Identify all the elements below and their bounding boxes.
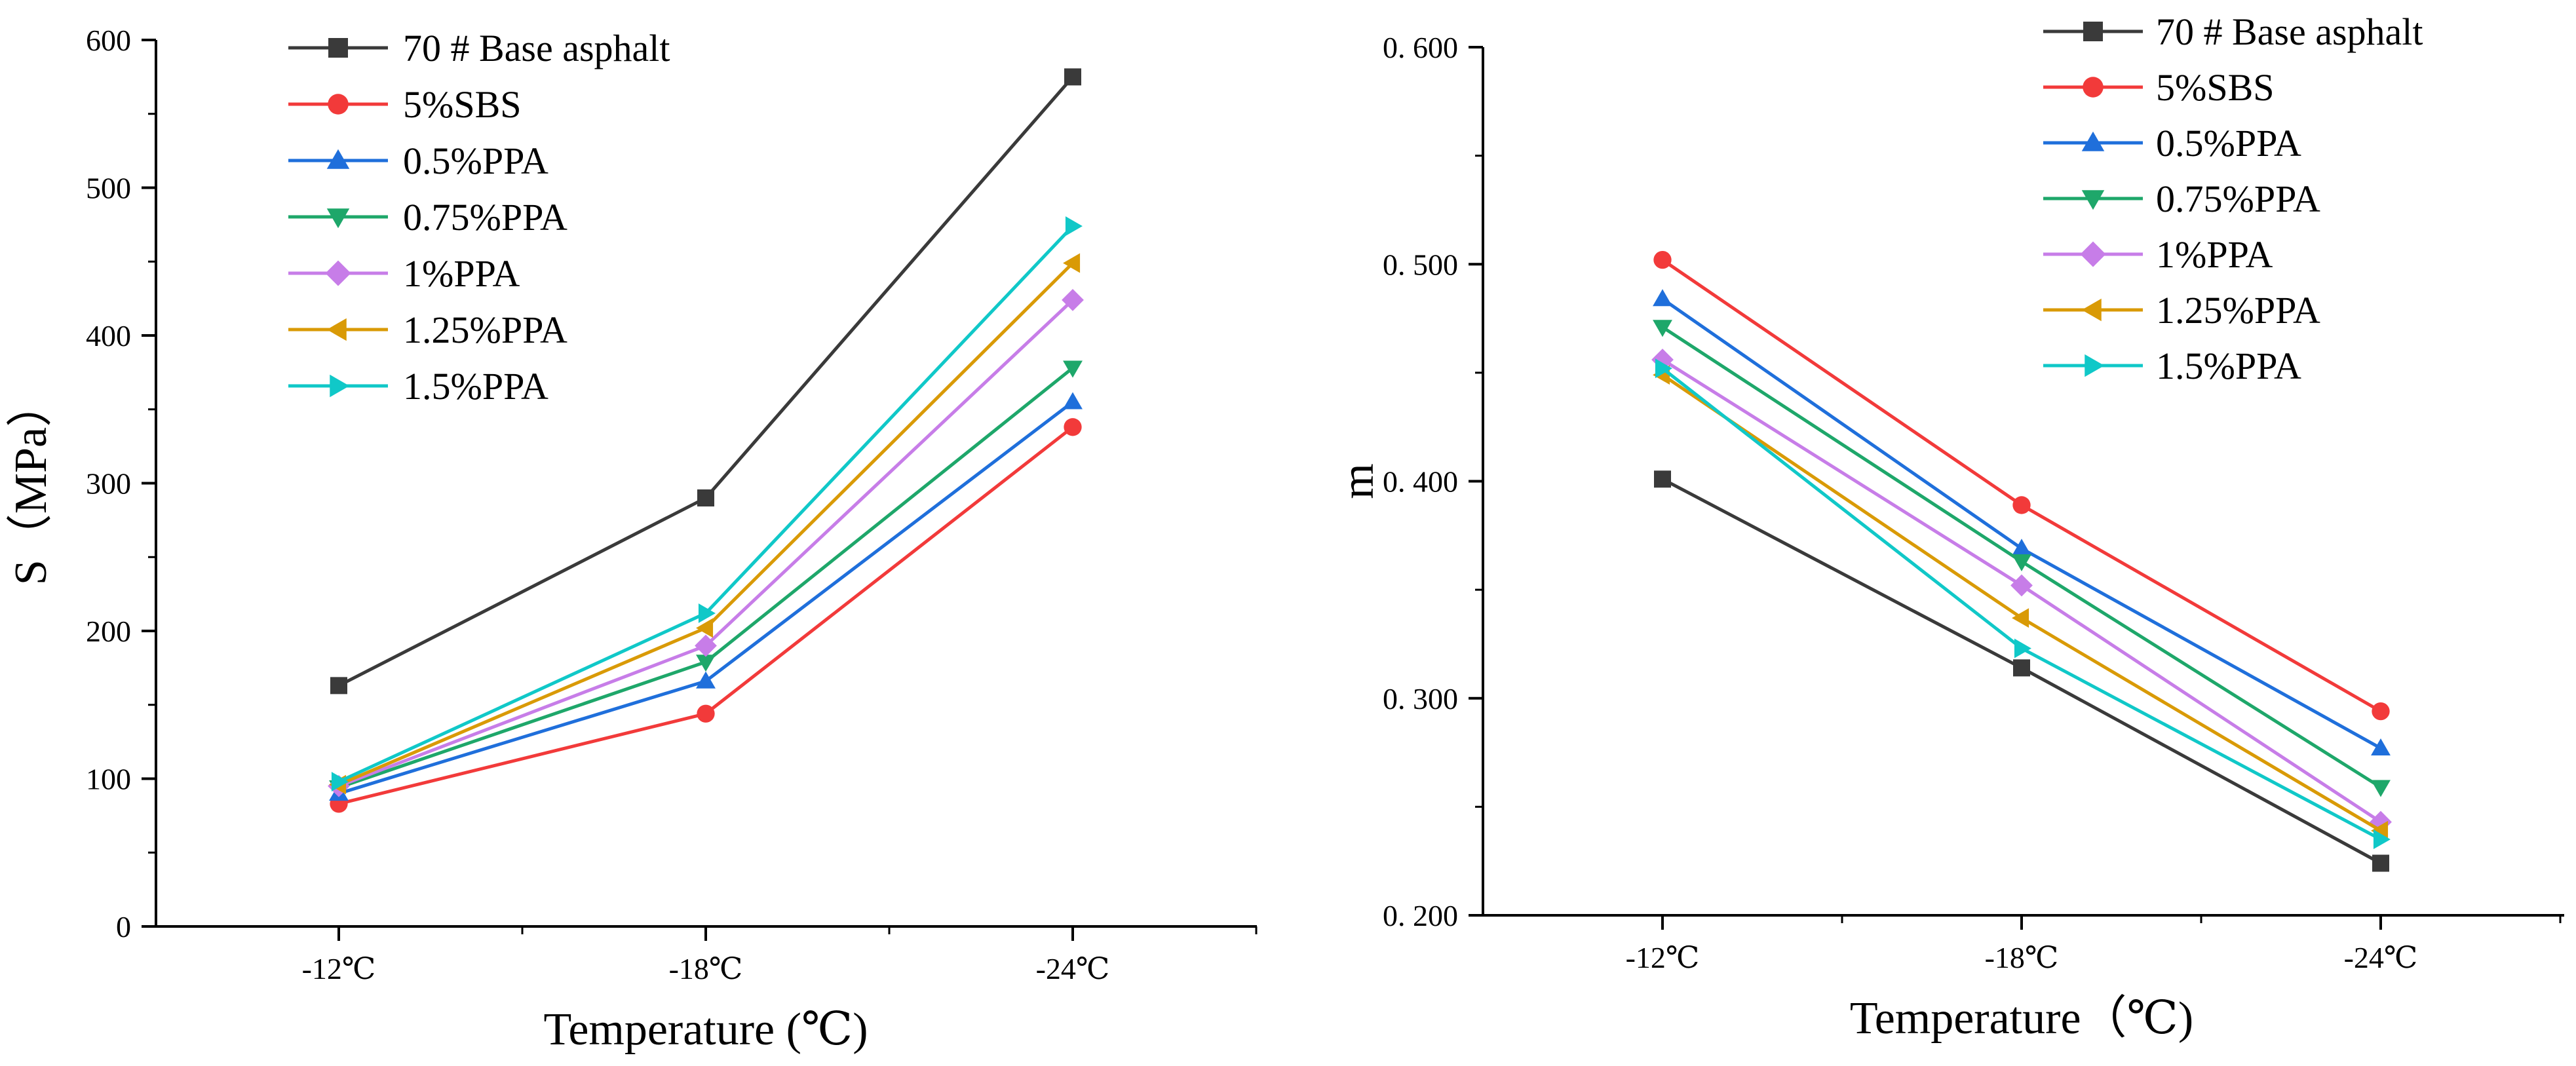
x-tick-label: -18℃ (1985, 941, 2059, 974)
data-point-marker (1063, 392, 1083, 409)
x-axis-title: Temperature (℃) (543, 1004, 868, 1055)
y-tick-label: 200 (86, 615, 131, 648)
data-point-marker (1654, 470, 1671, 488)
legend-marker (2081, 298, 2102, 322)
data-point-marker (2012, 496, 2031, 514)
data-point-marker (1065, 216, 1083, 237)
y-tick-label: 0. 400 (1383, 465, 1458, 499)
legend-marker (2081, 190, 2105, 210)
legend-label: 5%SBS (2156, 66, 2275, 109)
data-point-marker (330, 677, 347, 695)
legend-label: 1%PPA (403, 252, 520, 295)
data-point-marker (331, 772, 349, 791)
series-line (1661, 373, 2382, 832)
legend-label: 0.75%PPA (2156, 178, 2320, 220)
y-tick-label: 0. 200 (1383, 899, 1458, 932)
data-point-marker (2372, 702, 2390, 721)
legend-marker (328, 38, 348, 58)
data-point-marker (1063, 360, 1083, 378)
legend-marker (2080, 241, 2106, 267)
y-tick-label: 0. 300 (1383, 682, 1458, 715)
legend-marker (2083, 22, 2103, 41)
legend-marker (326, 318, 347, 341)
y-tick-label: 0 (116, 910, 131, 943)
data-point-marker (1653, 289, 1672, 307)
legend-marker (330, 374, 350, 398)
legend-marker (2085, 354, 2105, 377)
left-chart-panel: 0 100 200 300 400 500 600 -12℃ -18℃ -24℃ Temperatu… (6, 24, 1258, 1055)
series-line (338, 400, 1074, 795)
data-point-marker (696, 618, 714, 638)
legend-label: 70 # Base asphalt (2156, 10, 2423, 53)
x-tick-label: -18℃ (669, 952, 743, 985)
legend-label: 5%SBS (403, 83, 522, 126)
data-point-marker (2371, 780, 2391, 797)
data-point-marker (2014, 638, 2031, 658)
series-line (338, 366, 1074, 790)
data-point-marker (1064, 68, 1081, 86)
right-chart-panel: 0. 200 0. 300 0. 400 0. 500 0. 600 -12℃ -18℃ -2… (1333, 10, 2564, 1044)
data-point-marker (1653, 250, 1672, 269)
legend-label: 0.5%PPA (403, 140, 548, 182)
legend-label: 1%PPA (2156, 233, 2273, 276)
data-point-marker (2373, 829, 2391, 850)
y-tick-label: 0. 600 (1383, 31, 1458, 64)
data-point-marker (697, 704, 715, 723)
x-tick-label: -12℃ (302, 952, 376, 985)
data-point-marker (696, 671, 716, 689)
y-tick-label: 300 (86, 467, 131, 501)
data-point-marker (1064, 418, 1082, 436)
data-point-marker (2012, 554, 2031, 572)
y-axis-title: S（MPa） (6, 381, 56, 585)
y-tick-label: 100 (86, 763, 131, 796)
data-point-marker (2013, 659, 2030, 677)
data-point-marker (697, 489, 714, 507)
legend-marker (328, 94, 349, 115)
legend-label: 0.5%PPA (2156, 122, 2301, 164)
legend-label: 1.25%PPA (2156, 289, 2320, 332)
x-tick-label: -12℃ (1626, 941, 1700, 974)
data-point-marker (2012, 539, 2031, 556)
legend-marker (2083, 77, 2104, 98)
legend-label: 1.25%PPA (403, 309, 567, 351)
x-axis-title: Temperature（℃) (1850, 993, 2193, 1044)
y-axis-title: m (1333, 463, 1383, 499)
y-tick-label: 500 (86, 172, 131, 205)
data-point-marker (1062, 288, 1084, 311)
legend-marker (326, 149, 350, 169)
x-tick-label: -24℃ (1036, 952, 1110, 985)
data-point-marker (1655, 358, 1672, 379)
y-tick-label: 0. 500 (1383, 248, 1458, 281)
legend-label: 1.5%PPA (403, 365, 548, 408)
data-point-marker (2010, 574, 2033, 597)
data-point-marker (2371, 738, 2391, 755)
data-point-marker (2012, 608, 2029, 628)
data-point-marker (1063, 253, 1081, 273)
legend-label: 0.75%PPA (403, 196, 567, 238)
data-point-marker (696, 655, 716, 672)
legend-marker (325, 260, 351, 286)
y-tick-label: 600 (86, 24, 131, 57)
data-point-marker (2372, 854, 2389, 872)
y-tick-label: 400 (86, 319, 131, 352)
data-point-marker (695, 634, 717, 657)
legend-label: 1.5%PPA (2156, 345, 2301, 387)
data-point-marker (1653, 320, 1672, 337)
legend-label: 70 # Base asphalt (403, 27, 670, 69)
data-point-marker (698, 603, 716, 623)
legend-marker (326, 208, 350, 229)
x-tick-label: -24℃ (2344, 941, 2418, 974)
legend-marker (2081, 131, 2105, 151)
